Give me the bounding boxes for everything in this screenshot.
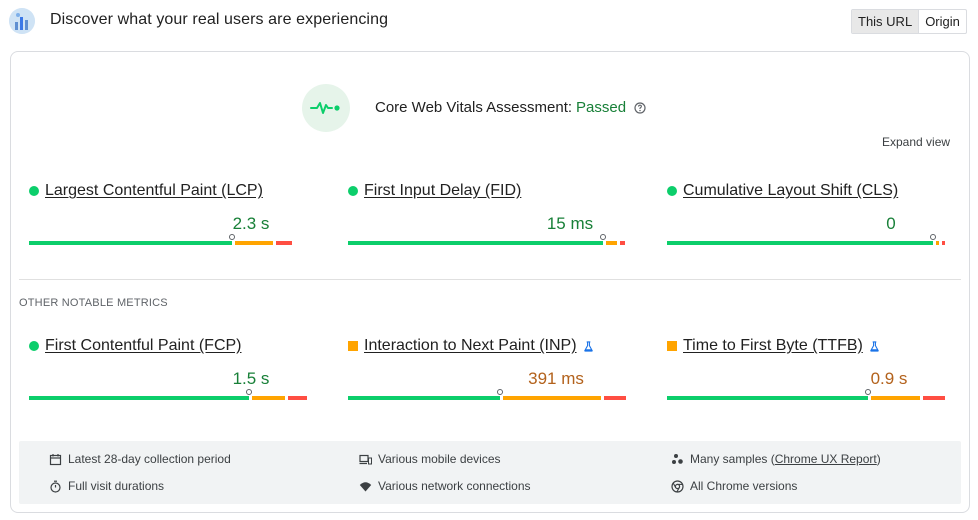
poor-segment — [923, 396, 945, 400]
p75-marker — [229, 234, 235, 240]
p75-marker — [497, 389, 503, 395]
network: Various network connections — [359, 479, 531, 493]
metric-name[interactable]: First Input Delay (FID) — [364, 182, 522, 199]
devices-text: Various mobile devices — [378, 452, 501, 466]
other-metrics-heading: OTHER NOTABLE METRICS — [19, 297, 168, 309]
needs-improvement-segment — [503, 396, 601, 400]
help-icon[interactable] — [634, 101, 646, 114]
assessment-status: Passed — [576, 99, 627, 116]
metric-value: 0 — [886, 214, 896, 233]
good-indicator — [29, 186, 39, 196]
crux-logo-icon — [9, 8, 35, 34]
metric-name[interactable]: Largest Contentful Paint (LCP) — [45, 182, 263, 199]
metric-name[interactable]: Time to First Byte (TTFB) — [683, 337, 863, 354]
chrome-ux-report-link[interactable]: Chrome UX Report — [774, 452, 877, 466]
section-divider — [19, 279, 961, 280]
metric-value: 0.9 s — [870, 369, 908, 388]
metric-value: 1.5 s — [232, 369, 270, 388]
assessment-label: Core Web Vitals Assessment: — [375, 99, 573, 116]
visit-durations-text: Full visit durations — [68, 479, 165, 493]
p75-marker — [930, 234, 936, 240]
expand-view-link[interactable]: Expand view — [882, 135, 951, 149]
metric-value: 2.3 s — [232, 214, 270, 233]
good-segment — [667, 241, 933, 245]
wifi-icon — [359, 481, 372, 491]
samples-icon — [672, 453, 683, 464]
poor-segment — [942, 241, 945, 245]
collection-period-text: Latest 28-day collection period — [68, 452, 231, 466]
needs-improvement-segment — [235, 241, 273, 245]
samples: Many samples (Chrome UX Report) — [671, 452, 881, 466]
distribution-bar — [29, 234, 306, 245]
needs-improvement-segment — [252, 396, 285, 400]
p75-marker — [865, 389, 871, 395]
needs-improvement-segment — [871, 396, 920, 400]
good-segment — [29, 396, 249, 400]
metric-name[interactable]: Cumulative Layout Shift (CLS) — [683, 182, 899, 199]
cwv-assessment: Core Web Vitals Assessment: Passed — [375, 99, 646, 116]
poor-segment — [604, 396, 626, 400]
chrome-icon — [671, 479, 684, 493]
poor-segment — [276, 241, 292, 245]
distribution-bar — [667, 234, 945, 245]
lab-flask-icon — [870, 340, 879, 352]
p75-marker — [246, 389, 252, 395]
chrome-versions: All Chrome versions — [671, 479, 797, 493]
needs-improvement-segment — [936, 241, 939, 245]
visit-durations: Full visit durations — [49, 479, 164, 493]
calendar-icon — [49, 453, 62, 465]
field-data-card: Core Web Vitals Assessment: Passed Expan… — [10, 51, 970, 513]
good-segment — [348, 396, 500, 400]
p75-marker — [600, 234, 606, 240]
needs-improvement-indicator — [667, 341, 677, 351]
heartbeat-icon — [302, 84, 350, 132]
chrome-versions-text: All Chrome versions — [690, 479, 798, 493]
poor-segment — [288, 396, 307, 400]
metric-name[interactable]: First Contentful Paint (FCP) — [45, 337, 242, 354]
distribution-bar — [348, 389, 626, 400]
good-indicator — [667, 186, 677, 196]
needs-improvement-indicator — [348, 341, 358, 351]
distribution-bar — [667, 389, 945, 400]
collection-period: Latest 28-day collection period — [49, 452, 231, 466]
metric-value: 391 ms — [528, 369, 584, 388]
needs-improvement-segment — [606, 241, 617, 245]
collection-details: Latest 28-day collection period Full vis… — [19, 441, 961, 504]
distribution-bar — [348, 234, 625, 245]
section-title: Discover what your real users are experi… — [50, 11, 389, 28]
samples-suffix: ) — [876, 452, 881, 466]
samples-text: Many samples ( — [690, 452, 775, 466]
good-segment — [348, 241, 603, 245]
url-origin-toggle[interactable]: This URL Origin — [851, 9, 967, 34]
lab-flask-icon — [583, 340, 593, 352]
origin-tab[interactable]: Origin — [925, 14, 960, 29]
good-indicator — [29, 341, 39, 351]
network-text: Various network connections — [378, 479, 531, 493]
metric-name[interactable]: Interaction to Next Paint (INP) — [364, 337, 577, 354]
good-segment — [29, 241, 232, 245]
metric-value: 15 ms — [546, 214, 594, 233]
good-segment — [667, 396, 868, 400]
this-url-tab[interactable]: This URL — [852, 10, 920, 33]
good-indicator — [348, 186, 358, 196]
devices: Various mobile devices — [359, 452, 501, 466]
devices-icon — [359, 454, 372, 464]
timer-icon — [50, 480, 61, 493]
distribution-bar — [29, 389, 307, 400]
poor-segment — [620, 241, 625, 245]
